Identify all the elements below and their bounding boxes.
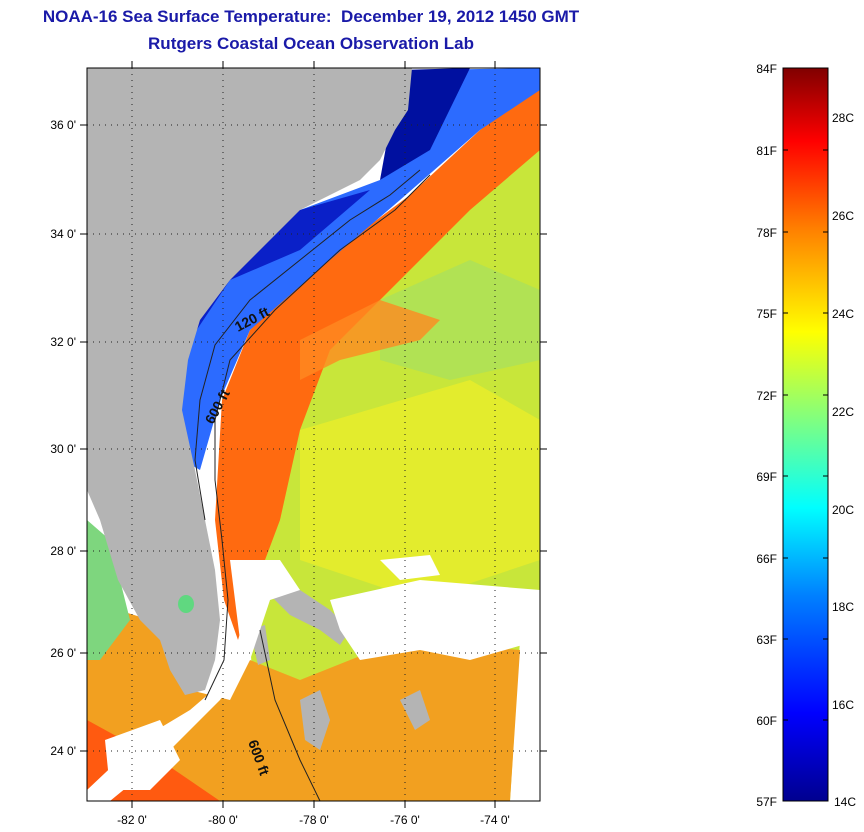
colorbar-label-69f: 69F	[756, 470, 777, 484]
colorbar-label-26c: 26C	[832, 209, 854, 223]
colorbar-label-16c: 16C	[832, 698, 854, 712]
ocean-sst-warm-patches	[300, 380, 540, 600]
lat-label-30: 30 0'	[50, 442, 76, 456]
coastal-shelf-water	[88, 68, 540, 470]
colorbar-label-24c: 24C	[832, 307, 854, 321]
colorbar-label-66f: 66F	[756, 552, 777, 566]
colorbar-label-63f: 63F	[756, 633, 777, 647]
map-title: NOAA-16 Sea Surface Temperature: Decembe…	[42, 7, 580, 26]
colorbar-label-22c: 22C	[832, 405, 854, 419]
lat-label-26: 26 0'	[50, 646, 76, 660]
lat-label-28: 28 0'	[50, 544, 76, 558]
colorbar	[782, 67, 829, 802]
contour-600ft	[204, 174, 431, 701]
lon-label-74: -74 0'	[480, 813, 510, 827]
lat-label-24: 24 0'	[50, 744, 76, 758]
colorbar-label-84f: 84F	[756, 62, 777, 76]
colorbar-label-60f: 60F	[756, 714, 777, 728]
colorbar-label-81f: 81F	[756, 144, 777, 158]
colorbar-label-75f: 75F	[756, 307, 777, 321]
lat-label-36: 36 0'	[50, 118, 76, 132]
lat-label-32: 32 0'	[50, 335, 76, 349]
lon-label-82: -82 0'	[117, 813, 147, 827]
lat-label-34: 34 0'	[50, 227, 76, 241]
land-bahamas	[270, 590, 350, 645]
colorbar-label-72f: 72F	[756, 389, 777, 403]
colorbar-label-14c: 14C	[834, 795, 856, 809]
lon-label-76: -76 0'	[390, 813, 420, 827]
colorbar-label-18c: 18C	[832, 600, 854, 614]
lon-label-80: -80 0'	[208, 813, 238, 827]
axis-ticks	[80, 61, 547, 808]
colorbar-label-78f: 78F	[756, 226, 777, 240]
colorbar-label-28c: 28C	[832, 111, 854, 125]
graticule	[87, 68, 540, 801]
contour-120ft	[194, 169, 421, 521]
map-subtitle: Rutgers Coastal Ocean Observation Lab	[148, 34, 474, 53]
lon-label-78: -78 0'	[299, 813, 329, 827]
colorbar-label-57f: 57F	[756, 795, 777, 809]
lake-okeechobee	[178, 595, 194, 613]
colorbar-label-20c: 20C	[832, 503, 854, 517]
land-southeast-us	[87, 68, 412, 695]
